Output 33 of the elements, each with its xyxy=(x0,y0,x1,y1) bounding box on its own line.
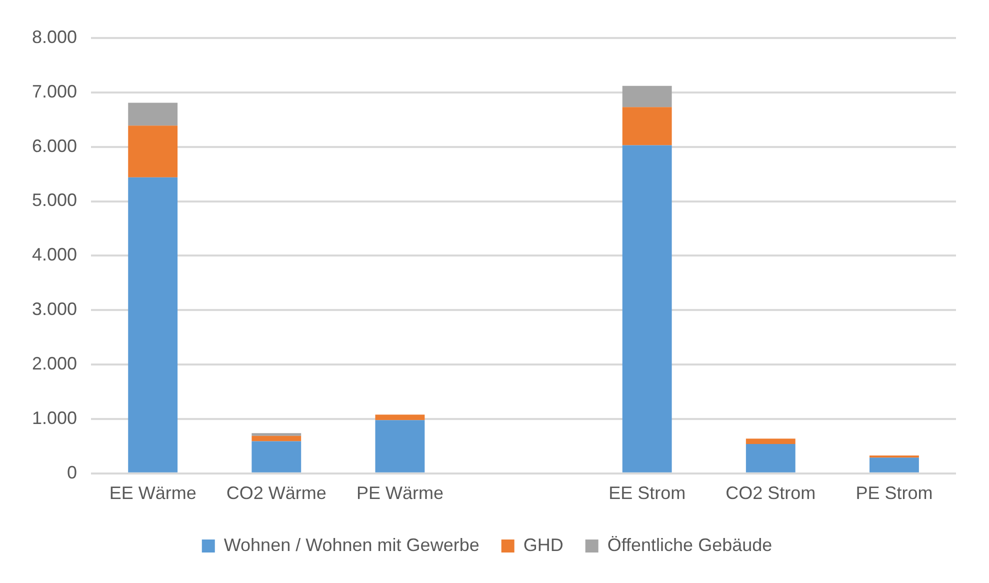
x-tick-label: CO2 Strom xyxy=(726,483,816,504)
y-tick-label: 3.000 xyxy=(32,299,78,320)
x-tick-label: EE Strom xyxy=(608,483,686,504)
y-tick-label: 1.000 xyxy=(32,408,78,428)
bar xyxy=(252,441,302,472)
legend-label: GHD xyxy=(523,534,564,555)
bar xyxy=(746,438,796,444)
bar xyxy=(622,145,672,472)
y-tick-label: 5.000 xyxy=(32,190,78,210)
legend-label: Öffentliche Gebäude xyxy=(607,534,772,555)
bar xyxy=(128,126,178,178)
bar xyxy=(375,414,425,420)
bar xyxy=(746,444,796,472)
y-tick-label: 6.000 xyxy=(32,136,78,156)
x-tick-label: PE Wärme xyxy=(356,483,444,504)
x-tick-label: PE Strom xyxy=(856,483,933,504)
y-tick-label: 8.000 xyxy=(32,26,78,47)
bar xyxy=(870,458,919,472)
bar xyxy=(622,86,672,108)
bar xyxy=(622,107,672,146)
x-tick-label: CO2 Wärme xyxy=(226,483,326,504)
bar xyxy=(128,177,178,472)
legend-label: Wohnen / Wohnen mit Gewerbe xyxy=(224,534,480,555)
bar xyxy=(128,102,178,126)
y-tick-label: 2.000 xyxy=(32,354,78,374)
bar xyxy=(870,455,919,458)
y-tick-label: 4.000 xyxy=(32,244,78,265)
bar xyxy=(252,436,302,442)
x-tick-label: EE Wärme xyxy=(109,483,196,504)
bar xyxy=(252,433,302,436)
bar xyxy=(375,420,425,472)
y-tick-label: 7.000 xyxy=(32,81,78,102)
y-tick-label: 0 xyxy=(67,462,78,482)
